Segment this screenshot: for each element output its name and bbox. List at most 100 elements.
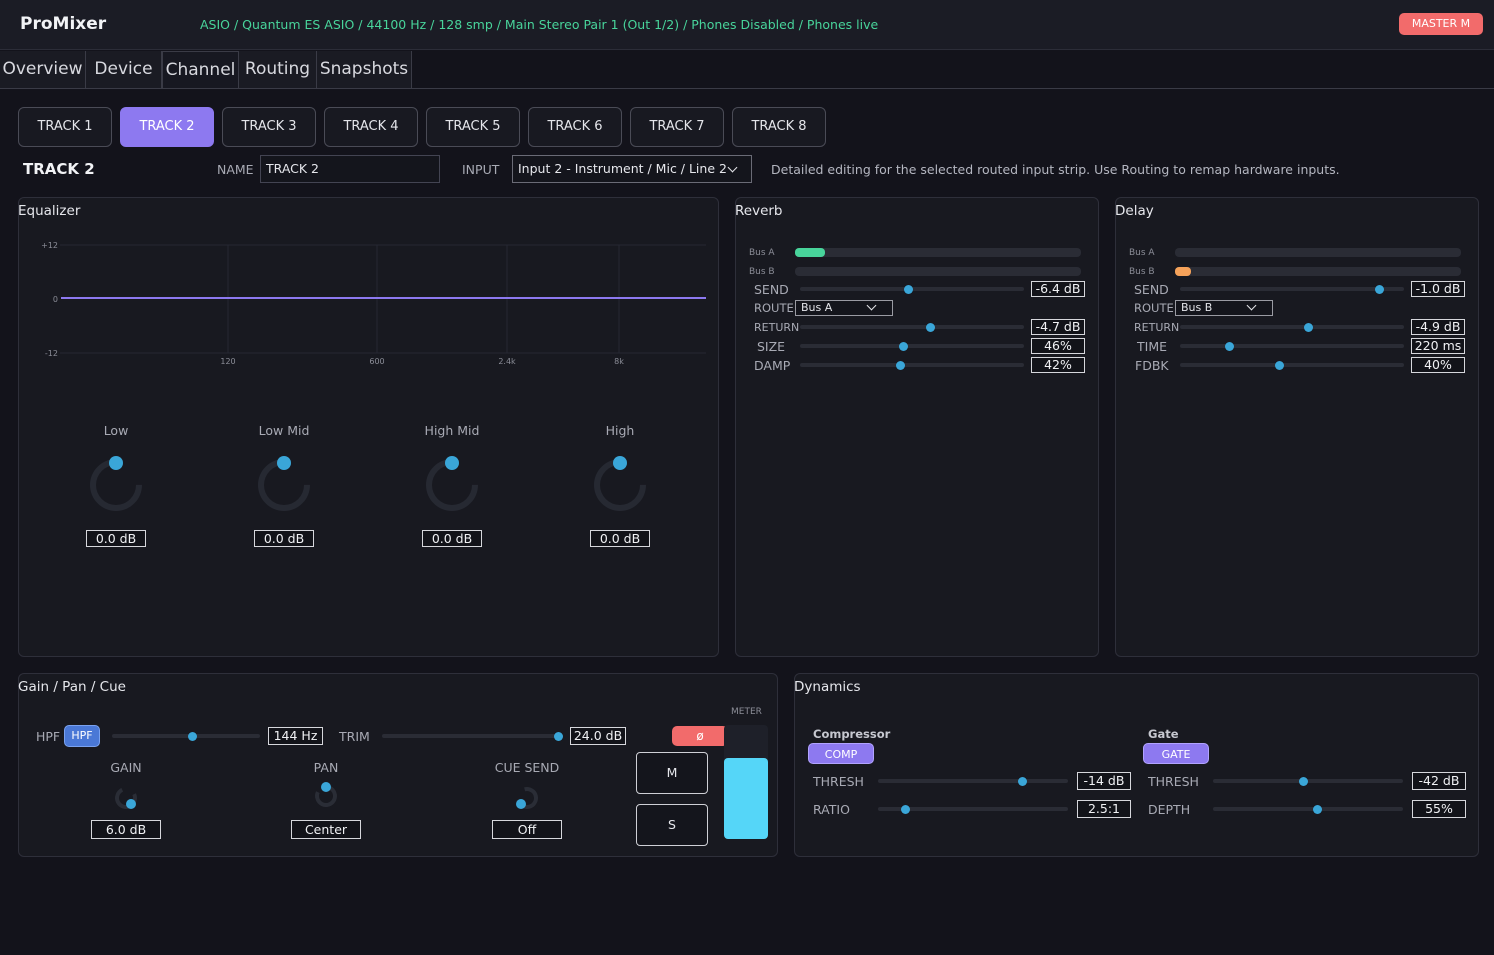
depth-value[interactable]: 55%: [1412, 800, 1466, 818]
delay-send-value[interactable]: -1.0 dB: [1411, 281, 1465, 297]
reverb-size-slider[interactable]: [800, 344, 1024, 348]
track-5-button[interactable]: TRACK 5: [426, 107, 520, 147]
tab-overview[interactable]: Overview: [0, 51, 86, 88]
knob-indicator: [109, 456, 123, 470]
comp-thresh-label: THRESH: [813, 774, 864, 789]
device-status: ASIO / Quantum ES ASIO / 44100 Hz / 128 …: [200, 17, 879, 32]
reverb-return-slider[interactable]: [800, 325, 1024, 329]
knob-indicator: [516, 799, 526, 809]
slider-thumb[interactable]: [188, 732, 197, 741]
hpf-slider[interactable]: [112, 734, 260, 738]
compressor-toggle-button[interactable]: COMP: [808, 743, 874, 764]
eq-high-value[interactable]: 0.0 dB: [590, 530, 650, 547]
slider-thumb[interactable]: [926, 323, 935, 332]
input-label: INPUT: [462, 162, 500, 177]
slider-thumb[interactable]: [896, 361, 905, 370]
hpf-toggle-button[interactable]: HPF: [64, 725, 100, 747]
trim-slider[interactable]: [382, 734, 562, 738]
reverb-route-select[interactable]: Bus A: [795, 300, 893, 316]
ratio-slider[interactable]: [878, 807, 1068, 811]
track-4-button[interactable]: TRACK 4: [324, 107, 418, 147]
slider-thumb[interactable]: [901, 805, 910, 814]
solo-button[interactable]: S: [636, 804, 708, 846]
delay-fdbk-value[interactable]: 40%: [1411, 357, 1465, 373]
gate-thresh-label: THRESH: [1148, 774, 1199, 789]
input-select[interactable]: Input 2 - Instrument / Mic / Line 2: [512, 155, 752, 183]
gain-pan-cue-title: Gain / Pan / Cue: [18, 679, 126, 695]
master-mute-button[interactable]: MASTER M: [1399, 13, 1483, 35]
slider-thumb[interactable]: [904, 285, 913, 294]
slider-thumb[interactable]: [1225, 342, 1234, 351]
pan-label: PAN: [313, 760, 339, 775]
track-1-button[interactable]: TRACK 1: [18, 107, 112, 147]
eq-low-value[interactable]: 0.0 dB: [86, 530, 146, 547]
track-3-button[interactable]: TRACK 3: [222, 107, 316, 147]
delay-bus-b-level: [1175, 267, 1191, 276]
equalizer-panel: [18, 197, 719, 657]
cue-send-value[interactable]: Off: [492, 820, 562, 839]
gate-thresh-value[interactable]: -42 dB: [1412, 772, 1466, 790]
delay-route-label: ROUTE: [1134, 301, 1174, 315]
reverb-return-label: RETURN: [754, 321, 800, 334]
y-tick-label: +12: [41, 241, 58, 250]
delay-time-slider[interactable]: [1180, 344, 1404, 348]
track-2-button[interactable]: TRACK 2: [120, 107, 214, 147]
knob-indicator: [126, 799, 136, 809]
tab-device[interactable]: Device: [86, 51, 162, 88]
delay-fdbk-slider[interactable]: [1180, 363, 1404, 367]
ratio-value[interactable]: 2.5:1: [1077, 800, 1131, 818]
tab-routing[interactable]: Routing: [239, 51, 317, 88]
reverb-damp-slider[interactable]: [800, 363, 1024, 367]
delay-return-slider[interactable]: [1180, 325, 1404, 329]
gate-toggle-button[interactable]: GATE: [1143, 743, 1209, 764]
delay-time-label: TIME: [1137, 339, 1168, 354]
eq-curve-graph[interactable]: +12 0 -12 120 600 2.4k 8k: [30, 232, 710, 372]
slider-thumb[interactable]: [899, 342, 908, 351]
slider-thumb[interactable]: [1299, 777, 1308, 786]
reverb-bus-a-meter: [795, 248, 1081, 257]
x-tick-label: 120: [220, 357, 235, 366]
tab-channel[interactable]: Channel: [162, 51, 239, 88]
delay-route-value: Bus B: [1181, 301, 1213, 314]
track-6-button[interactable]: TRACK 6: [528, 107, 622, 147]
slider-thumb[interactable]: [1275, 361, 1284, 370]
slider-thumb[interactable]: [1018, 777, 1027, 786]
slider-thumb[interactable]: [1375, 285, 1384, 294]
reverb-damp-value[interactable]: 42%: [1031, 357, 1085, 373]
strip-hint: Detailed editing for the selected routed…: [771, 162, 1340, 177]
strip-title: TRACK 2: [23, 160, 95, 178]
knob-indicator: [613, 456, 627, 470]
reverb-size-value[interactable]: 46%: [1031, 338, 1085, 354]
knob-indicator: [445, 456, 459, 470]
channel-meter-level: [724, 758, 768, 839]
comp-thresh-slider[interactable]: [878, 779, 1068, 783]
track-7-button[interactable]: TRACK 7: [630, 107, 724, 147]
gain-value[interactable]: 6.0 dB: [91, 820, 161, 839]
phase-invert-button[interactable]: ø: [672, 726, 728, 746]
depth-slider[interactable]: [1213, 807, 1403, 811]
track-8-button[interactable]: TRACK 8: [732, 107, 826, 147]
reverb-send-value[interactable]: -6.4 dB: [1031, 281, 1085, 297]
delay-fdbk-label: FDBK: [1135, 358, 1169, 373]
delay-send-slider[interactable]: [1180, 287, 1404, 291]
hpf-value[interactable]: 144 Hz: [268, 727, 323, 745]
slider-thumb[interactable]: [1313, 805, 1322, 814]
input-select-value: Input 2 - Instrument / Mic / Line 2: [518, 161, 727, 176]
pan-value[interactable]: Center: [291, 820, 361, 839]
delay-return-value[interactable]: -4.9 dB: [1411, 319, 1465, 335]
slider-thumb[interactable]: [554, 732, 563, 741]
delay-time-value[interactable]: 220 ms: [1411, 338, 1465, 354]
strip-name-input[interactable]: TRACK 2: [260, 155, 440, 183]
delay-bus-a-label: Bus A: [1129, 248, 1155, 258]
mute-button[interactable]: M: [636, 752, 708, 794]
tab-snapshots[interactable]: Snapshots: [317, 51, 412, 88]
eq-highmid-value[interactable]: 0.0 dB: [422, 530, 482, 547]
reverb-return-value[interactable]: -4.7 dB: [1031, 319, 1085, 335]
trim-value[interactable]: 24.0 dB: [570, 727, 626, 745]
eq-lowmid-value[interactable]: 0.0 dB: [254, 530, 314, 547]
delay-route-select[interactable]: Bus B: [1175, 300, 1273, 316]
comp-thresh-value[interactable]: -14 dB: [1077, 772, 1131, 790]
reverb-damp-label: DAMP: [754, 358, 791, 373]
gate-thresh-slider[interactable]: [1213, 779, 1403, 783]
slider-thumb[interactable]: [1304, 323, 1313, 332]
